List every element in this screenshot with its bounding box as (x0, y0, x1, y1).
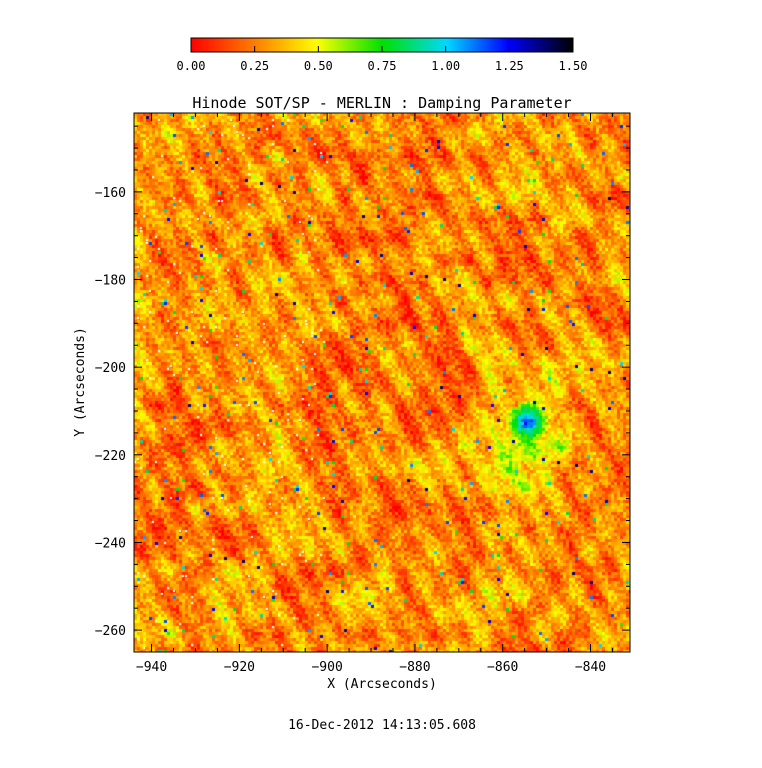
y-tick-label: −180 (95, 274, 126, 289)
y-axis-label: Y (Arcseconds) (73, 327, 88, 437)
colorbar-tick-label: 1.25 (495, 59, 524, 73)
timestamp: 16-Dec-2012 14:13:05.608 (288, 718, 476, 733)
colorbar-tick-label: 1.00 (431, 59, 460, 73)
y-tick-label: −260 (95, 624, 126, 639)
colorbar-tick-label: 0.00 (177, 59, 206, 73)
y-tick-label: −220 (95, 449, 126, 464)
colorbar-tick-label: 0.50 (304, 59, 333, 73)
x-axis-label: X (Arcseconds) (327, 677, 437, 692)
colorbar-ticks: 0.00 0.25 0.50 0.75 1.00 1.25 1.50 (177, 46, 588, 73)
y-axis: −260 −240 −220 −200 −180 −160 (95, 125, 630, 653)
x-tick-label: −860 (487, 660, 518, 675)
x-axis: −940 −920 −900 −880 −860 −840 (136, 113, 613, 675)
colorbar-tick-label: 1.50 (559, 59, 588, 73)
y-tick-label: −200 (95, 361, 126, 376)
colorbar-tick-label: 0.75 (368, 59, 397, 73)
x-tick-label: −940 (136, 660, 167, 675)
chart-title: Hinode SOT/SP - MERLIN : Damping Paramet… (192, 94, 571, 112)
plot-frame (133, 112, 631, 653)
x-tick-label: −900 (311, 660, 342, 675)
colorbar-tick-label: 0.25 (240, 59, 269, 73)
x-tick-label: −920 (224, 660, 255, 675)
heatmap (134, 113, 630, 652)
y-tick-label: −240 (95, 536, 126, 551)
x-tick-label: −880 (399, 660, 430, 675)
y-tick-label: −160 (95, 186, 126, 201)
x-tick-label: −840 (575, 660, 606, 675)
